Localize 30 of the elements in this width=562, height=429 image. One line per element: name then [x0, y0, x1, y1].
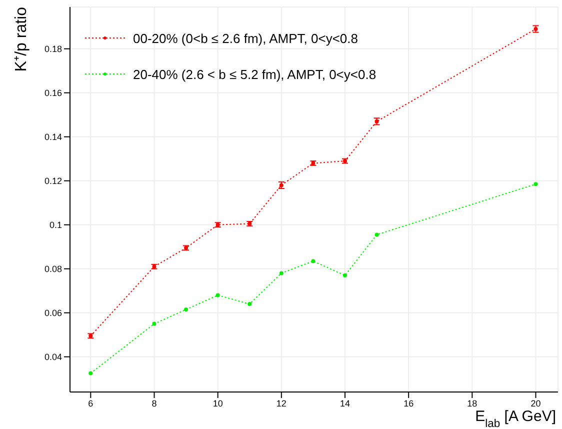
point — [342, 273, 347, 278]
x-tick-label: 6 — [88, 398, 94, 408]
y-tick-label: 0.06 — [44, 308, 62, 318]
y-tick-label: 0.14 — [44, 132, 62, 142]
y-axis-title: K⁺/p ratio — [13, 6, 30, 72]
x-tick-label: 10 — [212, 398, 223, 408]
legend-label: 20-40% (2.6 < b ≤ 5.2 fm), AMPT, 0<y<0.8 — [133, 66, 376, 82]
x-tick-label: 16 — [404, 398, 414, 408]
x-tick-label: 14 — [340, 398, 350, 408]
y-tick-label: 0.12 — [44, 176, 62, 186]
y-tick-label: 0.1 — [49, 220, 62, 230]
point — [534, 182, 538, 186]
point — [374, 232, 379, 237]
y-tick-label: 0.18 — [44, 44, 62, 54]
x-axis-title: E$_{lab}$ [A GeV] — [475, 408, 556, 429]
point — [88, 371, 93, 376]
point — [248, 302, 252, 306]
x-tick-label: 12 — [276, 398, 286, 408]
point — [152, 322, 156, 326]
y-tick-label: 0.08 — [44, 264, 62, 274]
x-tick-label: 18 — [467, 398, 478, 408]
legend-label: 00-20% (0<b ≤ 2.6 fm), AMPT, 0<y<0.8 — [133, 30, 358, 46]
point — [184, 308, 188, 312]
x-tick-label: 20 — [530, 398, 541, 408]
y-tick-label: 0.04 — [44, 352, 62, 362]
point — [216, 293, 220, 298]
x-tick-label: 8 — [152, 398, 157, 408]
point — [311, 259, 316, 264]
y-tick-label: 0.16 — [44, 88, 62, 98]
point — [279, 271, 284, 276]
